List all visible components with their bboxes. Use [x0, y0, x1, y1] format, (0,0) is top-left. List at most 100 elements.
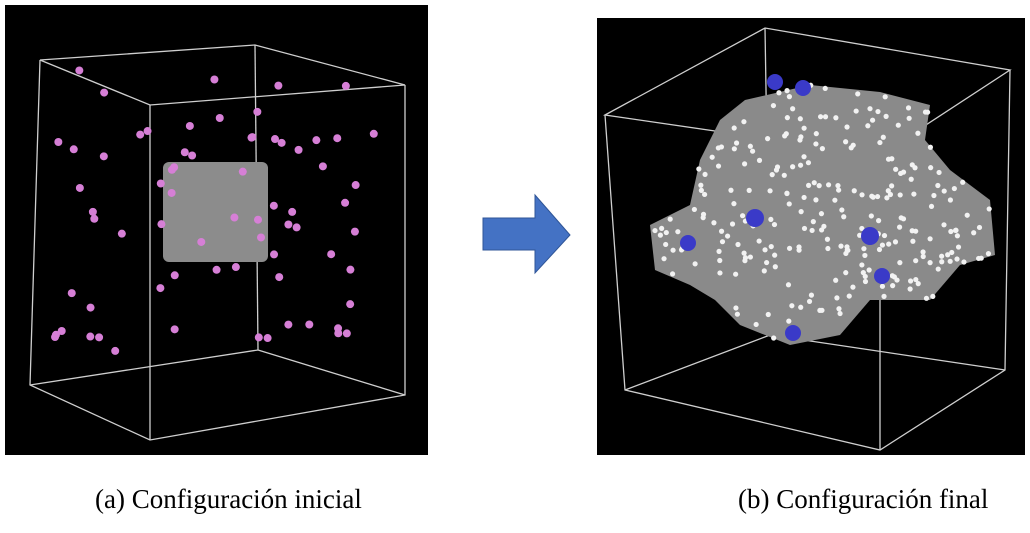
molecule: [346, 300, 354, 308]
surface-atom: [825, 246, 830, 251]
surface-atom: [876, 218, 881, 223]
molecule: [327, 250, 335, 258]
surface-atom: [845, 247, 850, 252]
surface-atom: [953, 228, 958, 233]
surface-atom: [898, 171, 903, 176]
surface-atom: [854, 108, 859, 113]
molecule: [54, 138, 62, 146]
molecule: [293, 223, 301, 231]
surface-atom: [839, 207, 844, 212]
caption-a: (a) Configuración inicial: [95, 484, 362, 514]
surface-atom: [865, 123, 870, 128]
surface-atom: [661, 256, 666, 261]
surface-atom: [859, 192, 864, 197]
surface-atom: [720, 239, 725, 244]
surface-atom: [911, 191, 916, 196]
surface-atom: [771, 103, 776, 108]
surface-atom: [711, 220, 716, 225]
surface-atom: [832, 198, 837, 203]
surface-atom: [774, 167, 779, 172]
surface-atom: [801, 195, 806, 200]
surface-atom: [809, 293, 814, 298]
surface-atom: [802, 126, 807, 131]
surface-atom: [716, 249, 721, 254]
surface-atom: [716, 163, 721, 168]
surface-atom: [941, 222, 946, 227]
surface-atom: [849, 145, 854, 150]
molecule: [232, 263, 240, 271]
surface-atom: [930, 294, 935, 299]
molecule: [271, 135, 279, 143]
surface-atom: [867, 106, 872, 111]
molecule: [274, 82, 282, 90]
surface-atom: [733, 305, 738, 310]
molecule: [75, 66, 83, 74]
surface-atom: [936, 170, 941, 175]
surface-atom: [875, 109, 880, 114]
surface-atom: [762, 268, 767, 273]
surface-atom: [890, 273, 895, 278]
surface-atom: [825, 237, 830, 242]
surface-atom: [730, 221, 735, 226]
surface-atom: [696, 166, 701, 171]
surface-atom: [702, 192, 707, 197]
surface-atom: [757, 158, 762, 163]
surface-atom: [819, 211, 824, 216]
surface-atom: [670, 248, 675, 253]
surface-atom: [952, 186, 957, 191]
surface-atom: [772, 222, 777, 227]
surface-atom: [833, 115, 838, 120]
surface-atom: [754, 322, 759, 327]
surface-atom: [692, 207, 697, 212]
surface-atom: [838, 244, 843, 249]
surface-atom: [742, 161, 747, 166]
molecule: [254, 216, 262, 224]
molecule: [111, 347, 119, 355]
surface-atom: [767, 188, 772, 193]
surface-atom: [883, 94, 888, 99]
surface-atom: [809, 228, 814, 233]
molecule: [156, 284, 164, 292]
surface-atom: [787, 201, 792, 206]
page: (a) Configuración inicial (b) Configurac…: [0, 0, 1030, 533]
surface-atom: [728, 188, 733, 193]
surface-atom: [812, 180, 817, 185]
surface-atom: [719, 229, 724, 234]
molecule: [168, 189, 176, 197]
molecule: [86, 333, 94, 341]
surface-atom: [869, 194, 874, 199]
surface-atom: [986, 251, 991, 256]
surface-atom: [836, 306, 841, 311]
surface-atom: [960, 180, 965, 185]
molecule: [171, 271, 179, 279]
molecule: [333, 134, 341, 142]
molecule: [253, 108, 261, 116]
surface-atom: [734, 140, 739, 145]
surface-atom: [955, 233, 960, 238]
nanoparticle-initial: [163, 162, 268, 262]
surface-atom: [896, 123, 901, 128]
surface-atom: [836, 187, 841, 192]
molecule: [312, 136, 320, 144]
molecule: [275, 273, 283, 281]
molecule: [144, 127, 152, 135]
surface-atom: [817, 308, 822, 313]
molecule: [188, 152, 196, 160]
surface-atom: [818, 114, 823, 119]
molecule: [87, 304, 95, 312]
molecule: [171, 325, 179, 333]
molecule: [68, 289, 76, 297]
surface-atom: [861, 270, 866, 275]
surface-atom: [929, 204, 934, 209]
surface-atom: [768, 217, 773, 222]
surface-atom: [920, 249, 925, 254]
surface-atom: [870, 118, 875, 123]
surface-atom: [893, 167, 898, 172]
arrow: [483, 195, 570, 273]
molecule: [346, 266, 354, 274]
surface-atom: [790, 164, 795, 169]
surface-atom: [813, 197, 818, 202]
surface-atom: [877, 247, 882, 252]
surface-atom: [913, 277, 918, 282]
surface-atom: [757, 238, 762, 243]
